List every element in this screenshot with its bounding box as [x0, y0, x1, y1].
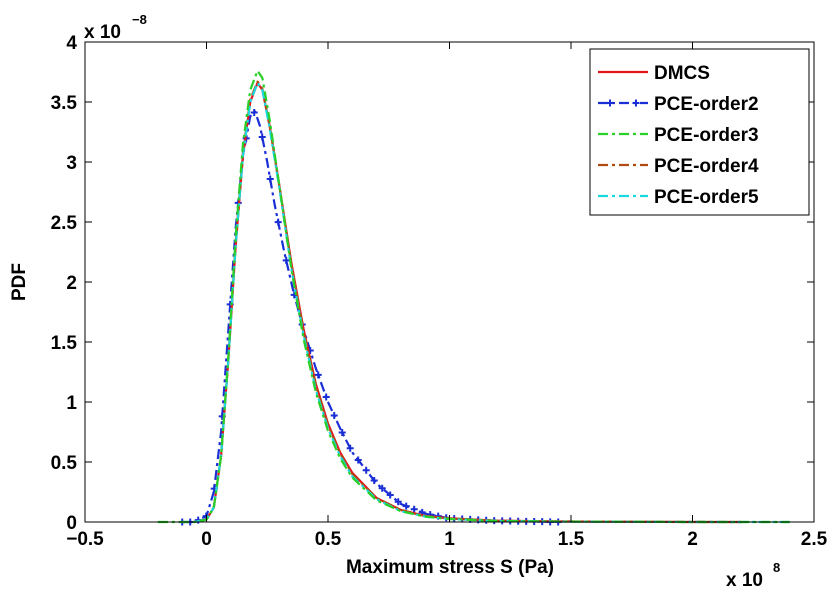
x-exponent-power: 8 — [773, 560, 780, 575]
x-exponent-base: x 10 — [726, 570, 763, 591]
x-tick-label: −0.5 — [66, 529, 104, 550]
series-marker-pce-order2 — [346, 444, 354, 452]
y-tick-label: 1.5 — [51, 333, 78, 354]
series-marker-pce-order2 — [330, 411, 338, 419]
y-axis-ticks: 0 0.5 1 1.5 2 2.5 3 3.5 4 — [51, 33, 814, 534]
y-tick-label: 4 — [66, 33, 77, 54]
x-tick-label: 0 — [201, 529, 212, 550]
legend: DMCS PCE-order2 PCE-order3 PCE-order4 PCE-or… — [589, 48, 810, 216]
series-marker-pce-order2 — [402, 502, 410, 510]
y-tick-label: 3.5 — [51, 93, 78, 114]
legend-label-dmcs: DMCS — [654, 63, 710, 84]
series-marker-pce-order2 — [370, 477, 378, 485]
y-tick-label: 3 — [66, 153, 77, 174]
x-tick-label: 1 — [444, 529, 455, 550]
y-axis-title: PDF — [9, 263, 30, 301]
legend-label-pce-order3: PCE-order3 — [654, 125, 759, 146]
series-marker-pce-order2 — [338, 428, 346, 436]
y-exponent-base: x 10 — [84, 22, 121, 43]
series-line-pce-order3 — [157, 69, 790, 524]
x-tick-label: 0.5 — [315, 529, 342, 550]
x-tick-label: 1.5 — [558, 529, 585, 550]
y-tick-label: 0.5 — [51, 453, 78, 474]
series-marker-pce-order2 — [322, 393, 330, 401]
y-tick-label: 2 — [66, 273, 77, 294]
series-marker-pce-order2 — [274, 218, 282, 226]
y-tick-label: 0 — [66, 513, 77, 534]
series-marker-pce-order2 — [394, 498, 402, 506]
legend-label-pce-order5: PCE-order5 — [654, 187, 759, 208]
x-axis-ticks: −0.5 0 0.5 1 1.5 2 2.5 — [66, 42, 828, 550]
series-marker-pce-order2 — [378, 484, 386, 492]
x-tick-label: 2 — [687, 529, 698, 550]
y-exponent-power: −8 — [132, 12, 147, 27]
series-marker-pce-order2 — [354, 456, 362, 464]
legend-items: DMCS PCE-order2 PCE-order3 PCE-order4 PCE-or… — [598, 63, 759, 208]
x-axis-title: Maximum stress S (Pa) — [346, 557, 554, 578]
legend-label-pce-order2: PCE-order2 — [654, 94, 759, 115]
series-layer — [157, 69, 790, 526]
legend-marker-pce-order2 — [606, 99, 614, 107]
legend-box — [589, 48, 810, 216]
legend-label-pce-order4: PCE-order4 — [654, 156, 759, 177]
series-marker-pce-order2 — [386, 491, 394, 499]
y-tick-label: 2.5 — [51, 213, 78, 234]
y-tick-label: 1 — [66, 393, 77, 414]
series-marker-pce-order2 — [258, 133, 266, 141]
series-marker-pce-order2 — [266, 175, 274, 183]
series-marker-pce-order2 — [250, 108, 258, 116]
series-marker-pce-order2 — [314, 371, 322, 379]
series-marker-pce-order2 — [282, 256, 290, 264]
x-tick-label: 2.5 — [801, 529, 828, 550]
series-marker-pce-order2 — [410, 505, 418, 513]
legend-marker-pce-order2 — [632, 99, 640, 107]
series-marker-pce-order2 — [362, 466, 370, 474]
